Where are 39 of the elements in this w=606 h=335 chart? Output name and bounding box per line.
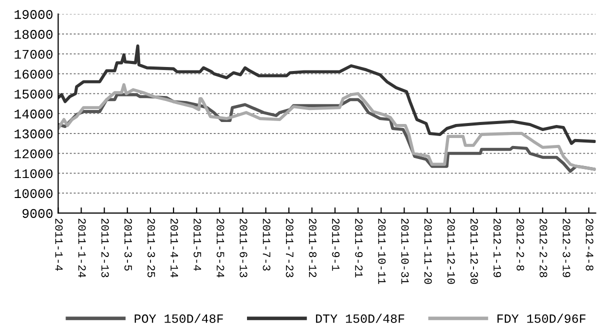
x-tick-label: 2011-12-30 xyxy=(470,218,478,284)
y-tick-label: 12000 xyxy=(14,149,52,158)
x-tick-label: 2011-5-4 xyxy=(194,218,202,271)
y-tick-label: 10000 xyxy=(14,189,52,198)
y-tick-label: 9000 xyxy=(22,209,52,218)
line-series xyxy=(58,44,596,145)
y-tick-label: 15000 xyxy=(14,90,52,99)
y-tick-label: 17000 xyxy=(14,50,52,59)
x-tick-label: 2011-5-24 xyxy=(216,218,224,278)
x-tick-label: 2011-7-3 xyxy=(262,218,270,271)
x-tick-label: 2011-12-10 xyxy=(447,218,455,284)
x-tick-label: 2011-2-13 xyxy=(101,218,109,278)
x-tick-label: 2012-1-19 xyxy=(494,218,502,278)
y-tick-label: 14000 xyxy=(14,110,52,118)
x-tick-label: 2011-9-21 xyxy=(355,218,363,278)
x-tick-label: 2011-1-24 xyxy=(78,218,86,278)
x-tick-label: 2011-7-23 xyxy=(286,218,294,278)
legend-label: DTY 150D/48F xyxy=(316,314,404,323)
y-tick-label: 18000 xyxy=(14,30,52,39)
x-tick-label: 2012-2-8 xyxy=(516,218,524,271)
x-tick-label: 2011-10-11 xyxy=(378,218,386,284)
legend-label: POY 150D/48F xyxy=(134,314,223,323)
x-tick-label: 2012-4-8 xyxy=(586,218,594,271)
y-tick-label: 13000 xyxy=(14,129,52,138)
x-tick-label: 2011-4-14 xyxy=(170,218,178,278)
y-tick-label: 11000 xyxy=(14,169,52,178)
legend-label: FDY 150D/96F xyxy=(498,314,586,323)
x-tick-label: 2011-3-5 xyxy=(124,218,132,271)
x-tick-label: 2012-2-28 xyxy=(540,218,548,278)
y-tick-label: 19000 xyxy=(14,10,52,19)
x-tick-label: 2011-11-20 xyxy=(424,218,432,284)
x-tick-label: 2011-10-31 xyxy=(401,218,409,284)
x-tick-label: 2011-8-12 xyxy=(308,218,316,278)
x-tick-label: 2011-3-25 xyxy=(147,218,156,278)
x-tick-label: 2011-9-1 xyxy=(332,218,340,271)
x-tick-label: 2011-6-13 xyxy=(240,218,248,278)
x-tick-label: 2011-1-4 xyxy=(55,218,63,271)
x-tick-label: 2012-3-19 xyxy=(562,218,570,278)
y-tick-label: 16000 xyxy=(14,70,52,79)
